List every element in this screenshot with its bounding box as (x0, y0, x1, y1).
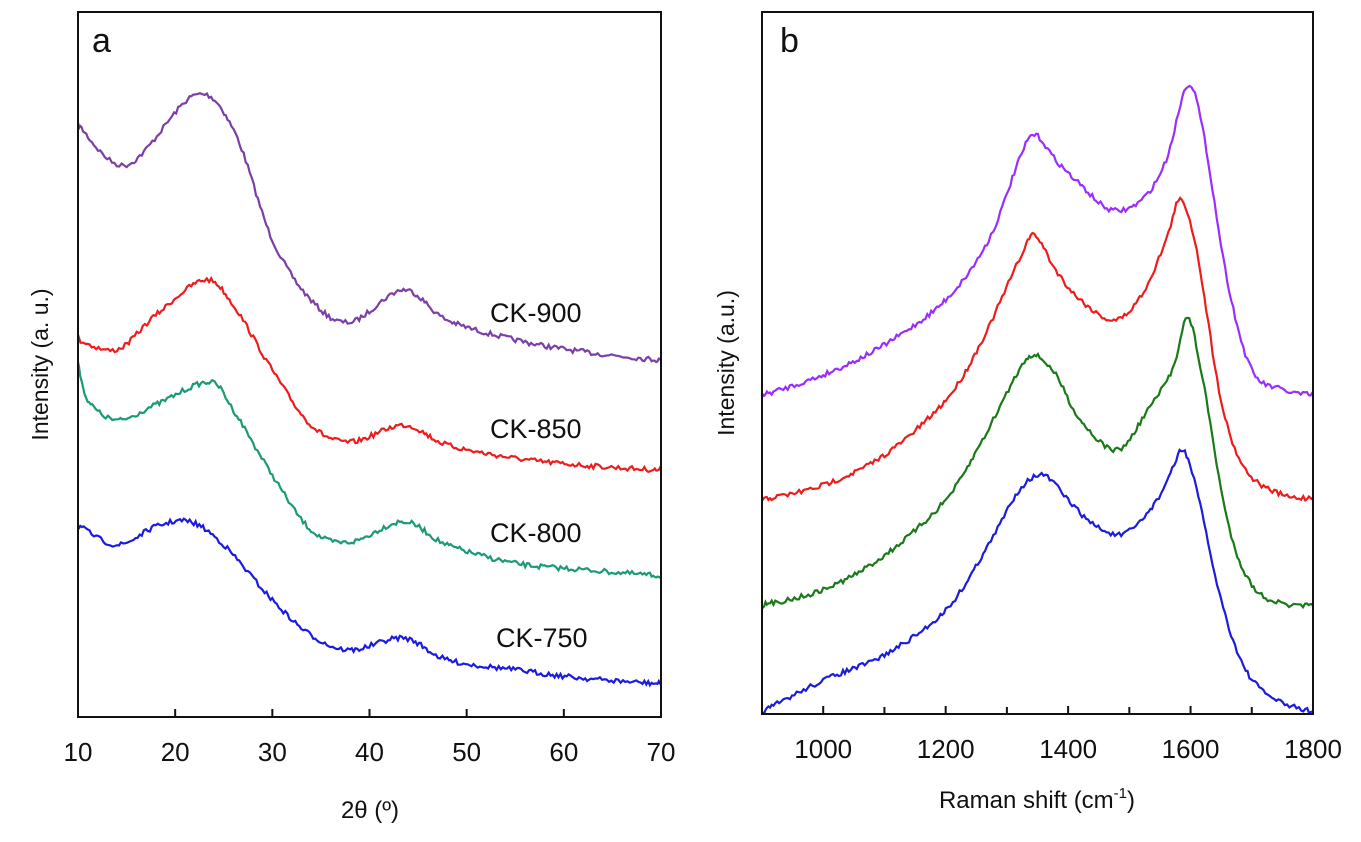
y-axis-label: Intensity (a.u.) (713, 290, 739, 436)
series-line-ck-850 (76, 275, 663, 474)
series-line-3 (761, 448, 1314, 715)
series-line-0 (760, 84, 1314, 398)
x-tick-label: 30 (258, 737, 287, 767)
series-label: CK-900 (490, 298, 582, 328)
x-axis-label-sup: -1 (1114, 785, 1127, 802)
x-tick-label: 50 (452, 737, 481, 767)
x-tick-label: 20 (161, 737, 190, 767)
x-tick-label: 1400 (1039, 734, 1097, 764)
series-label: CK-800 (490, 518, 582, 548)
x-tick-label: 1600 (1162, 734, 1220, 764)
plot-frame (77, 11, 662, 718)
x-tick-label: 70 (647, 737, 676, 767)
panel-letter: a (92, 22, 111, 60)
panel-b: 1000 1200 1400 1600 1800 Raman shift (cm-1) In… (713, 11, 1342, 814)
x-tick-label: 1200 (917, 734, 975, 764)
series-line-ck-900 (76, 92, 662, 364)
series-label: CK-750 (496, 623, 588, 653)
x-tick-label: 40 (355, 737, 384, 767)
x-axis-label: Raman shift (cm-1) (939, 785, 1135, 814)
series-label: CK-850 (490, 414, 582, 444)
x-tick-label: 60 (549, 737, 578, 767)
panel-a: CK-900 CK-850 CK-800 CK-750 10 20 30 40 50 60 70 2θ… (27, 11, 676, 824)
x-tick-label: 10 (64, 737, 93, 767)
x-axis-label: 2θ (º) (341, 797, 399, 824)
x-tick-label: 1800 (1284, 734, 1342, 764)
y-axis-label: Intensity (a. u.) (27, 288, 53, 440)
series-line-ck-750 (76, 517, 662, 688)
series-line-1 (761, 196, 1314, 503)
x-tick-label: 1000 (794, 734, 852, 764)
series-line-ck-800 (76, 361, 662, 580)
x-axis-label-tail: ) (1127, 787, 1135, 814)
panel-letter: b (780, 22, 799, 60)
series-line-2 (761, 316, 1314, 610)
plot-frame (761, 11, 1314, 715)
